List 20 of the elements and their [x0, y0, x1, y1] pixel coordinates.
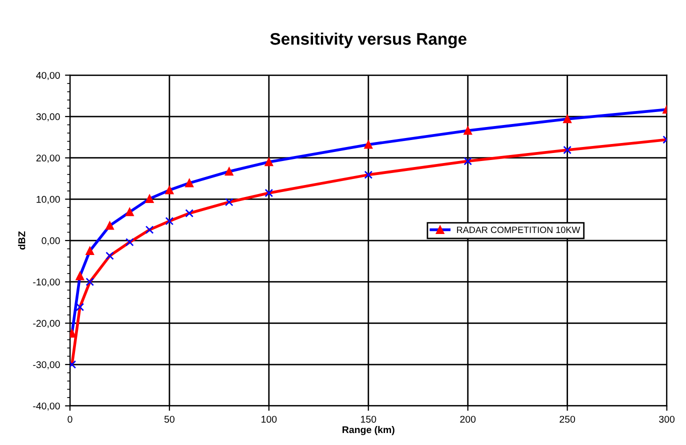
y-tick-label: -20,00: [33, 320, 60, 328]
y-tick-label: 0,00: [42, 237, 60, 246]
x-tick-label: 300: [659, 416, 675, 423]
y-axis-title: dBZ: [18, 231, 26, 250]
x-tick-label: 250: [560, 416, 576, 423]
x-tick-label: 100: [262, 416, 277, 423]
y-tick-label: -40,00: [33, 402, 60, 411]
y-tick-label: -10,00: [33, 278, 60, 287]
y-tick-label: 20,00: [36, 154, 60, 163]
y-tick-label: 10,00: [36, 196, 60, 204]
y-tick-label: -30,00: [33, 361, 60, 370]
chart-title: Sensitivity versus Range: [270, 32, 466, 48]
legend-label: RADAR COMPETITION 10KW: [457, 226, 580, 234]
y-tick-label: 30,00: [36, 113, 60, 122]
x-axis-title: Range (km): [342, 426, 394, 436]
x-tick-label: 200: [460, 416, 476, 423]
y-tick-label: 40,00: [36, 72, 60, 80]
x-tick-label: 150: [361, 416, 376, 423]
x-tick-label: 50: [164, 416, 174, 423]
x-tick-label: 0: [68, 416, 72, 423]
